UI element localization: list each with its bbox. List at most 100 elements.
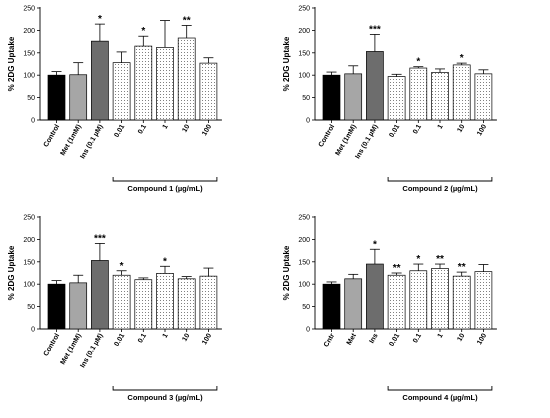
y-tick-label: 100 bbox=[298, 73, 310, 80]
x-tick-label: 1 bbox=[162, 332, 170, 339]
significance-label: *** bbox=[94, 233, 106, 244]
x-tick-label: Control bbox=[43, 332, 62, 357]
y-tick-label: 200 bbox=[298, 28, 310, 35]
group-bracket bbox=[112, 177, 218, 182]
group-bracket bbox=[387, 386, 493, 391]
y-tick-label: 250 bbox=[23, 215, 35, 222]
x-tick-label: 10 bbox=[181, 332, 191, 342]
y-tick-label: 200 bbox=[298, 237, 310, 244]
y-tick-label: 100 bbox=[298, 282, 310, 289]
x-tick-label: Cntr bbox=[323, 332, 336, 348]
x-tick-label: 1 bbox=[437, 123, 445, 130]
y-tick-label: 0 bbox=[306, 327, 310, 334]
x-tick-label: 0.01 bbox=[388, 332, 401, 347]
x-tick-label: 100 bbox=[201, 332, 213, 346]
group-label: Compound 4 (µg/mL) bbox=[402, 393, 478, 402]
significance-label: * bbox=[416, 254, 420, 265]
significance-label: * bbox=[373, 239, 377, 250]
x-tick-label: Ins (0.1 µM) bbox=[79, 124, 104, 161]
x-tick-label: Control bbox=[318, 123, 337, 148]
significance-label: ** bbox=[393, 263, 401, 274]
group-label: Compound 2 (µg/mL) bbox=[402, 184, 478, 193]
group-label: Compound 3 (µg/mL) bbox=[127, 393, 203, 402]
bar bbox=[156, 47, 174, 121]
bar bbox=[474, 73, 493, 121]
bar bbox=[409, 270, 428, 330]
bar bbox=[452, 275, 471, 330]
bar bbox=[47, 283, 66, 330]
y-axis-title: % 2DG Uptake bbox=[282, 36, 291, 91]
group-bracket bbox=[112, 386, 218, 391]
x-tick-label: Ins (0.1 µM) bbox=[79, 333, 104, 370]
y-axis-title: % 2DG Uptake bbox=[282, 245, 291, 300]
group-bracket bbox=[387, 177, 493, 182]
bar bbox=[322, 283, 341, 330]
bar bbox=[366, 51, 384, 121]
x-tick-label: 100 bbox=[476, 332, 488, 346]
y-tick-label: 200 bbox=[23, 237, 35, 244]
bar bbox=[199, 275, 218, 330]
bar bbox=[344, 278, 363, 330]
significance-label: ** bbox=[458, 262, 466, 273]
bar bbox=[112, 62, 131, 121]
x-tick-label: 0.01 bbox=[388, 123, 401, 138]
y-tick-label: 0 bbox=[306, 118, 310, 125]
y-tick-label: 50 bbox=[27, 304, 35, 311]
significance-label: * bbox=[141, 26, 145, 37]
significance-label: ** bbox=[436, 254, 444, 265]
y-tick-label: 50 bbox=[302, 95, 310, 102]
bar bbox=[452, 64, 471, 121]
bar bbox=[91, 40, 109, 121]
x-tick-label: 100 bbox=[476, 123, 488, 137]
x-tick-label: Ins bbox=[369, 332, 380, 344]
bar bbox=[344, 73, 363, 121]
bar bbox=[156, 273, 174, 330]
bar bbox=[91, 260, 109, 330]
significance-label: * bbox=[163, 256, 167, 267]
x-tick-label: 0.01 bbox=[113, 332, 126, 347]
y-tick-label: 100 bbox=[23, 282, 35, 289]
y-tick-label: 150 bbox=[23, 259, 35, 266]
significance-label: * bbox=[120, 261, 124, 272]
bar bbox=[322, 74, 341, 121]
x-tick-label: Met (1mM) bbox=[60, 333, 83, 366]
bar bbox=[177, 278, 196, 330]
bar bbox=[112, 274, 131, 330]
x-tick-label: Met (1mM) bbox=[335, 124, 358, 157]
bar bbox=[134, 45, 153, 121]
x-tick-label: 0.1 bbox=[137, 123, 148, 135]
bar bbox=[387, 274, 406, 330]
significance-label: *** bbox=[369, 24, 381, 35]
y-tick-label: 0 bbox=[31, 118, 35, 125]
group-label: Compound 1 (µg/mL) bbox=[127, 184, 203, 193]
y-tick-label: 50 bbox=[302, 304, 310, 311]
x-tick-label: 10 bbox=[181, 123, 191, 133]
x-tick-label: 10 bbox=[456, 332, 466, 342]
bar bbox=[69, 74, 88, 121]
bar bbox=[177, 37, 196, 121]
bar bbox=[47, 74, 66, 121]
x-tick-label: 0.1 bbox=[412, 123, 423, 135]
bar bbox=[431, 268, 449, 330]
bar bbox=[199, 62, 218, 121]
y-tick-label: 150 bbox=[298, 259, 310, 266]
y-tick-label: 250 bbox=[298, 215, 310, 222]
y-tick-label: 250 bbox=[23, 6, 35, 13]
x-tick-label: 100 bbox=[201, 123, 213, 137]
significance-label: * bbox=[460, 53, 464, 64]
x-tick-label: 1 bbox=[162, 123, 170, 130]
significance-label: * bbox=[416, 57, 420, 68]
bar bbox=[134, 279, 153, 330]
x-tick-label: Ins (0.1 µM) bbox=[354, 124, 379, 161]
y-tick-label: 150 bbox=[23, 50, 35, 57]
x-tick-label: Met (1mM) bbox=[60, 124, 83, 157]
x-tick-label: 0.1 bbox=[137, 332, 148, 344]
x-tick-label: Control bbox=[43, 123, 62, 148]
y-axis-title: % 2DG Uptake bbox=[7, 36, 16, 91]
significance-label: ** bbox=[183, 15, 191, 26]
y-axis-title: % 2DG Uptake bbox=[7, 245, 16, 300]
